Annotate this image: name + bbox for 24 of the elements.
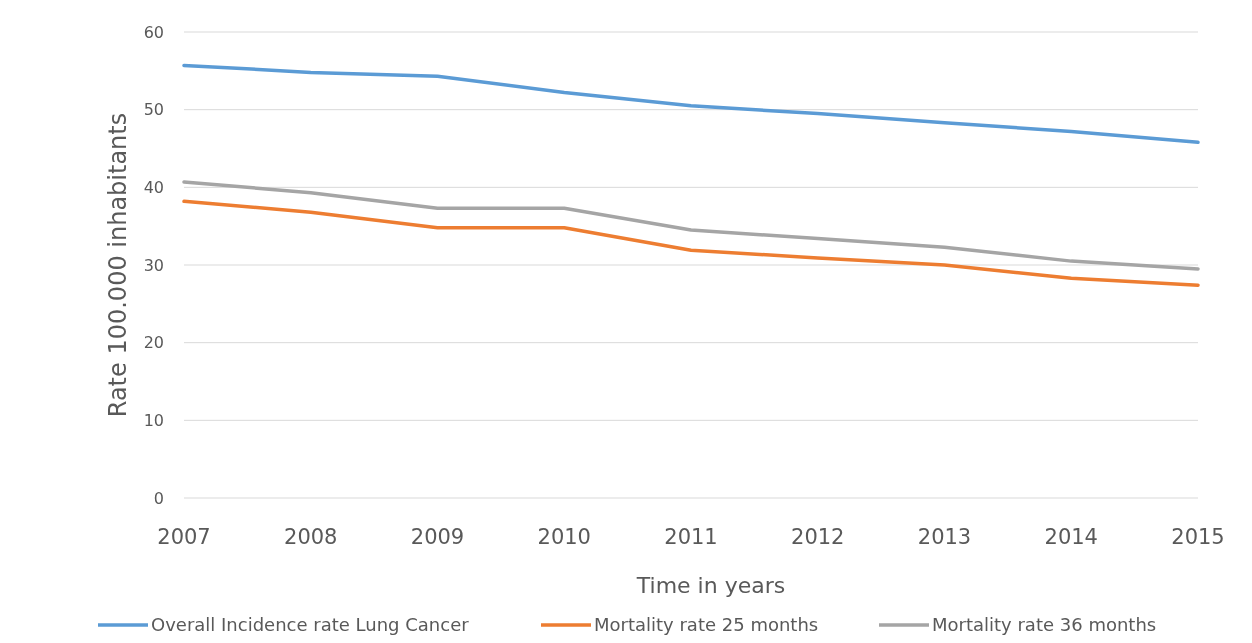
y-tick-label: 0 <box>153 488 164 508</box>
line-series <box>182 180 1200 271</box>
x-tick-label: 2007 <box>157 525 211 549</box>
y-tick-label: 50 <box>143 100 164 120</box>
y-tick-label: 10 <box>143 410 164 430</box>
legend-label: Mortality rate 25 months <box>594 614 819 636</box>
x-tick-label: 2008 <box>284 525 338 549</box>
x-tick-label: 2015 <box>1171 525 1225 549</box>
line-series <box>182 199 1200 287</box>
y-tick-label: 40 <box>143 177 164 197</box>
y-axis-title: Rate 100.000 inhabitants <box>104 112 132 418</box>
x-tick-label: 2009 <box>410 525 465 549</box>
y-tick-label: 60 <box>143 22 164 42</box>
y-tick-label: 30 <box>143 255 164 275</box>
x-tick-label: 2012 <box>791 525 845 549</box>
x-tick-label: 2013 <box>917 525 972 549</box>
legend-label: Overall Incidence rate Lung Cancer <box>151 614 470 636</box>
x-tick-label: 2010 <box>537 525 591 549</box>
x-tick-label: 2014 <box>1044 525 1098 549</box>
x-tick-label: 2011 <box>664 525 718 549</box>
line-series <box>182 63 1200 145</box>
legend-label: Mortality rate 36 months <box>932 614 1157 636</box>
y-tick-label: 20 <box>143 333 164 353</box>
x-axis-title: Time in years <box>635 573 786 598</box>
